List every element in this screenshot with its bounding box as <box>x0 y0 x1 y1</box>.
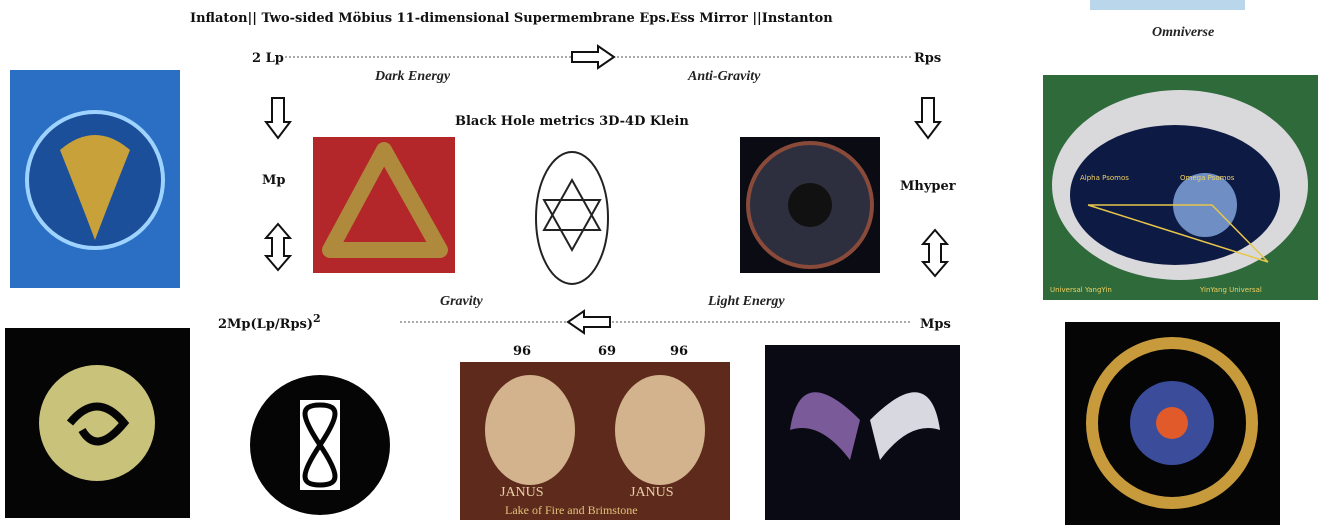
formula: 2Mp(Lp/Rps)2 <box>218 312 321 332</box>
formula-exponent: 2 <box>313 312 321 325</box>
double-arrow-left <box>263 222 293 272</box>
rps-label: Rps <box>914 51 941 66</box>
ouroboros-ring <box>1086 337 1258 509</box>
infinity-sign <box>302 402 338 488</box>
right-arrow <box>571 44 616 70</box>
janus-head <box>615 375 705 485</box>
galaxy-core <box>788 183 832 227</box>
formula-base: 2Mp(Lp/Rps) <box>218 317 313 332</box>
janus-number: 96 <box>513 344 531 359</box>
klein-sketch <box>535 151 609 285</box>
mps-label: Mps <box>920 317 951 332</box>
janus-number: 96 <box>670 344 688 359</box>
egg-label: Universal YangYin <box>1050 286 1112 294</box>
egg-label: YinYang Universal <box>1199 286 1262 294</box>
egg-label: Alpha Psomos <box>1080 174 1129 182</box>
janus-name: JANUS <box>630 485 674 500</box>
omniverse-label: Omniverse <box>1152 25 1214 40</box>
left-arrow <box>566 309 611 335</box>
anti-gravity: Anti-Gravity <box>687 69 761 84</box>
zodiac-center <box>1156 407 1188 439</box>
caduceus <box>60 135 130 240</box>
omniverse-image-crop <box>1090 0 1245 10</box>
light-energy-caption: Light Energy <box>707 294 785 309</box>
down-arrow-right <box>914 97 942 140</box>
down-arrow-left <box>264 97 292 140</box>
light-dragon <box>870 392 940 460</box>
hexagram <box>542 177 602 253</box>
dragons-image <box>765 345 960 520</box>
lp-label: 2 Lp <box>252 51 284 66</box>
mobius-strip <box>322 142 448 258</box>
black-hole-heading: Black Hole metrics 3D-4D Klein <box>455 114 689 129</box>
janus-number: 69 <box>598 344 616 359</box>
egg-label: Omega Psomos <box>1180 174 1235 182</box>
hunab-ku-spiral <box>66 402 130 446</box>
egg-lines <box>1087 204 1269 263</box>
gravity-caption: Gravity <box>440 294 484 309</box>
janus-name: JANUS <box>500 485 544 500</box>
hunab-ku-symbol <box>39 365 155 481</box>
double-arrow-right <box>920 228 950 278</box>
dark-energy: Dark Energy <box>374 69 451 84</box>
title: Inflaton|| Two-sided Möbius 11-dimension… <box>190 11 833 26</box>
mp-label: Mp <box>262 173 285 188</box>
janus-head <box>485 375 575 485</box>
janus-caption: Lake of Fire and Brimstone <box>505 503 638 517</box>
dark-dragon <box>790 392 860 460</box>
mhyper-label: Mhyper <box>900 179 956 194</box>
